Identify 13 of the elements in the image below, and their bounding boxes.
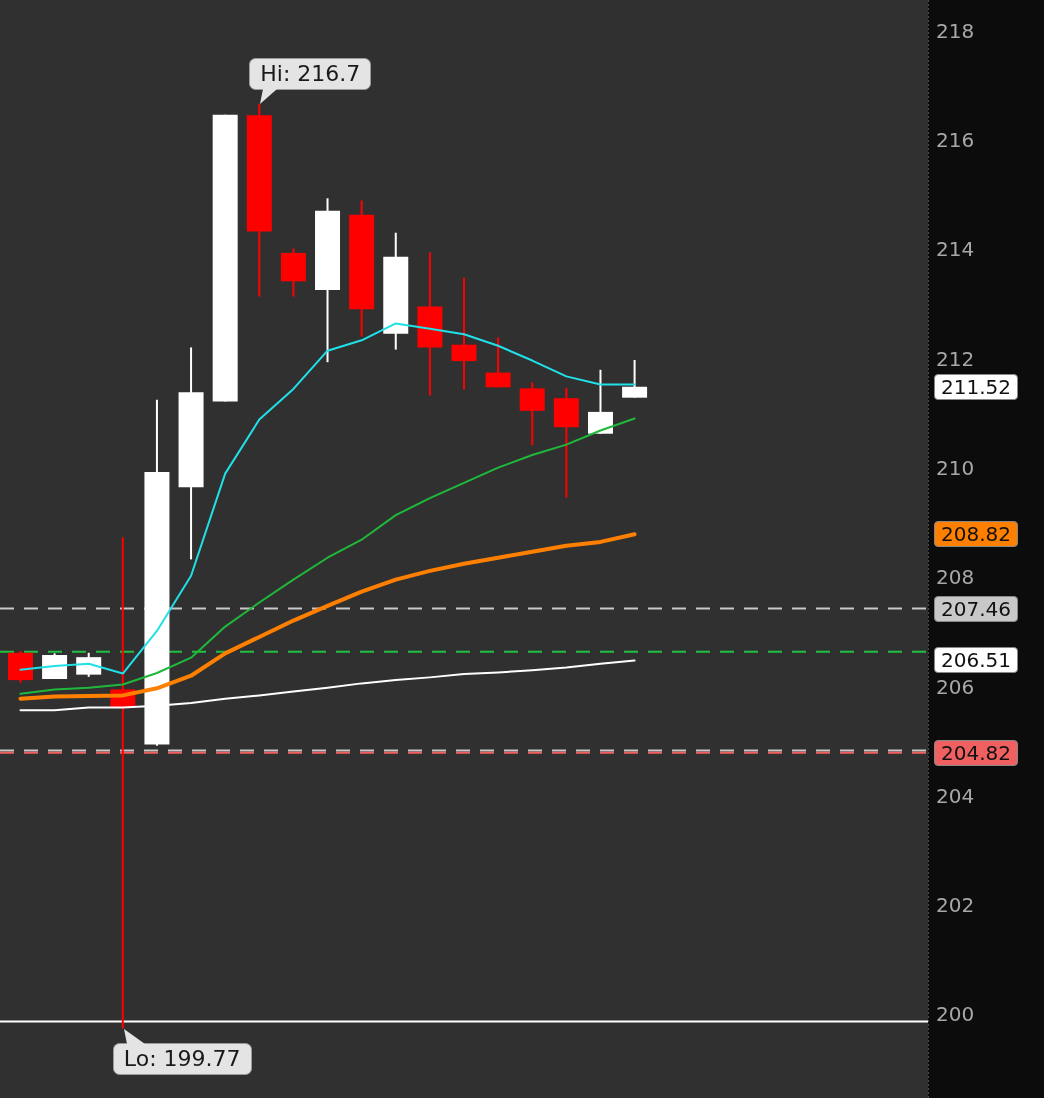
- y-tick-label: 218: [936, 18, 975, 43]
- y-tick-label: 206: [936, 674, 975, 699]
- y-tick-label: 212: [936, 346, 975, 371]
- y-tick-label: 204: [936, 783, 975, 808]
- candlestick: [451, 277, 477, 391]
- y-tick-label: 200: [936, 1002, 975, 1027]
- y-tick-label: 216: [936, 128, 975, 153]
- y-tick-label: 208: [936, 565, 975, 590]
- y-tick-label: 214: [936, 237, 975, 262]
- y-tick-label: 210: [936, 455, 975, 480]
- annotation: Lo: 199.77: [112, 1042, 252, 1075]
- annotation: Hi: 216.7: [249, 57, 372, 90]
- y-tick-label: 202: [936, 893, 975, 918]
